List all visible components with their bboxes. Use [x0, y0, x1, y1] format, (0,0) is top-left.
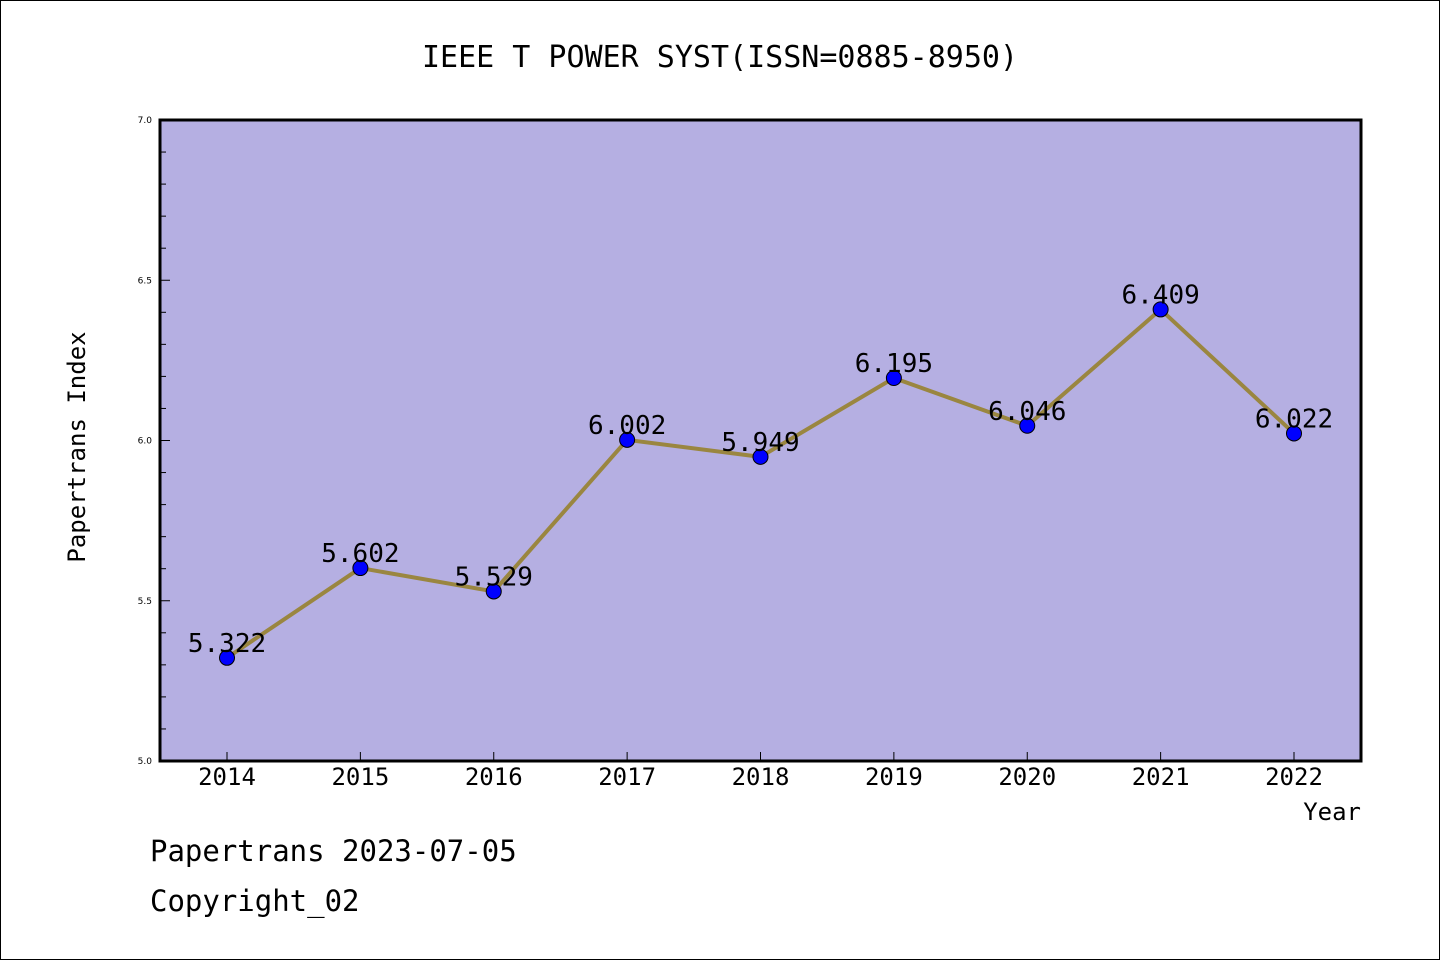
y-tick-label: 6.5 [138, 276, 152, 286]
data-label: 6.195 [855, 349, 933, 379]
x-tick-label: 2018 [732, 763, 790, 791]
x-tick-label: 2016 [465, 763, 523, 791]
footer-copyright: Copyright_02 [150, 884, 360, 918]
data-label: 6.046 [988, 397, 1066, 427]
y-axis-label: Papertrans Index [63, 331, 91, 562]
data-point [485, 583, 502, 600]
data-label: 5.949 [721, 428, 799, 458]
data-point [352, 560, 369, 577]
footer-date: Papertrans 2023-07-05 [150, 834, 517, 868]
chart-title: IEEE T POWER SYST(ISSN=0885-8950) [422, 40, 1018, 75]
x-tick-label: 2022 [1265, 763, 1323, 791]
y-tick-label: 5.0 [138, 757, 153, 767]
data-point [1286, 425, 1302, 442]
data-label: 6.409 [1121, 280, 1199, 310]
data-label: 5.602 [321, 539, 399, 569]
data-label: 5.529 [455, 562, 533, 592]
x-axis-label: Year [1303, 798, 1361, 826]
plot-area [160, 120, 1361, 761]
data-label: 5.322 [188, 629, 266, 659]
data-point [619, 431, 636, 448]
data-point [1019, 417, 1036, 434]
data-point [1152, 301, 1169, 318]
data-point [752, 448, 769, 465]
x-tick-label: 2014 [198, 763, 256, 791]
x-tick-label: 2021 [1132, 763, 1190, 791]
x-tick-label: 2017 [598, 763, 656, 791]
plot-border [158, 118, 1363, 763]
data-markers [219, 301, 1302, 666]
x-tick-label: 2020 [998, 763, 1056, 791]
x-tick-label: 2019 [865, 763, 923, 791]
x-tick-label: 2015 [331, 763, 389, 791]
y-tick-label: 5.5 [138, 597, 152, 607]
data-point [885, 370, 902, 387]
y-tick-label: 7.0 [138, 116, 153, 126]
y-tick-label: 6.0 [138, 437, 153, 447]
data-label: 6.002 [588, 411, 666, 441]
x-axis: 2014 2015 2016 2017 2018 2019 2020 2021 2022 [198, 752, 1323, 791]
data-label: 6.022 [1255, 404, 1333, 434]
data-labels: 5.322 5.602 5.529 6.002 5.949 6.195 6.046 6.409… [188, 280, 1333, 658]
data-point [219, 649, 235, 666]
